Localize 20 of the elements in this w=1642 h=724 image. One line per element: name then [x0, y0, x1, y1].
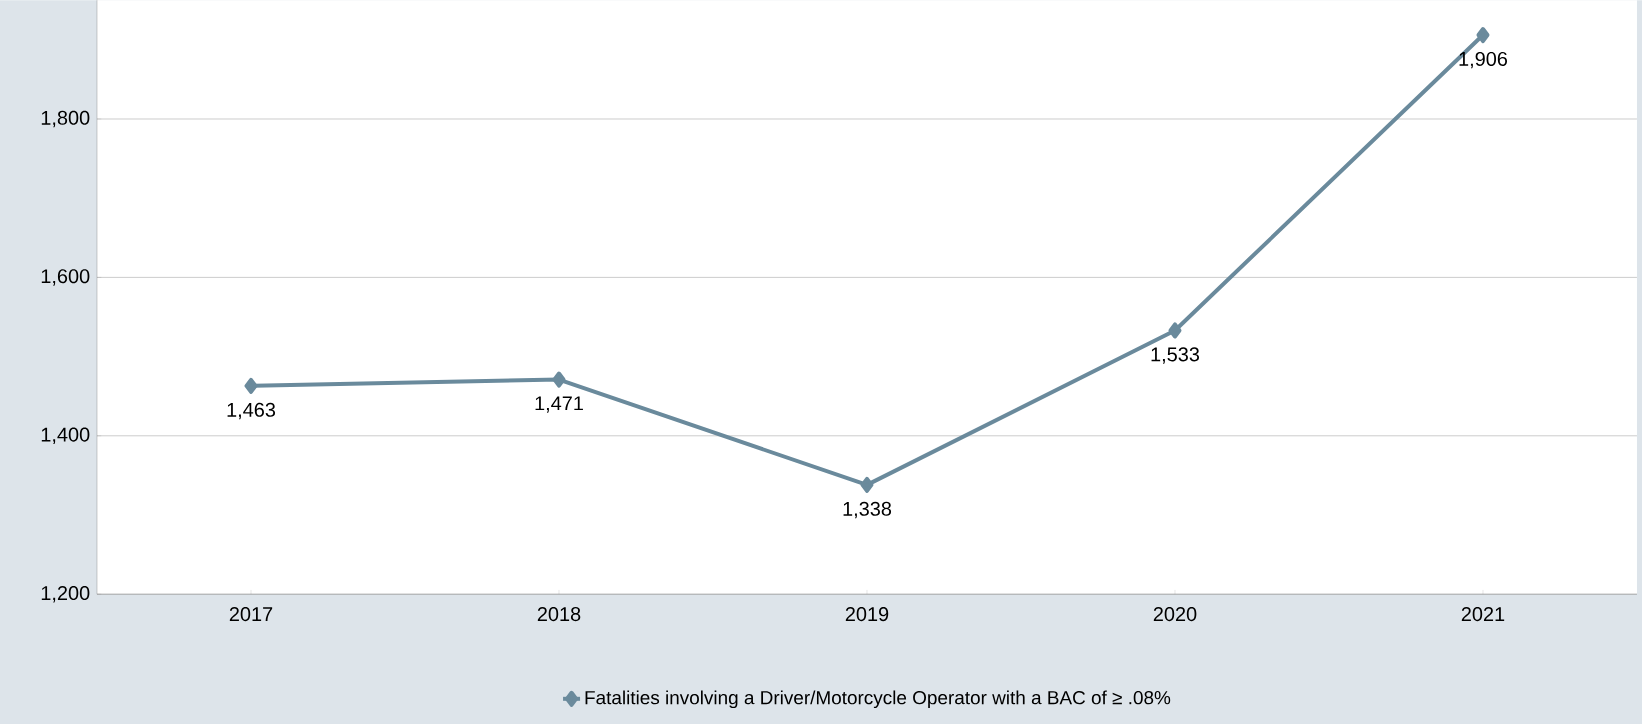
y-tick-label: 1,600 [41, 269, 90, 286]
point [1476, 26, 1490, 43]
point [552, 371, 566, 388]
data-label: 1,471 [535, 396, 583, 413]
x-tick-label: 2021 [1461, 606, 1505, 622]
data-label: 1,533 [1151, 347, 1200, 364]
point [860, 476, 874, 493]
x-tick-label: 2019 [845, 606, 889, 622]
x-tick-label: 2017 [229, 606, 273, 622]
point [244, 377, 258, 394]
data-label: 1,463 [227, 402, 276, 420]
data-label: 1,338 [843, 501, 892, 519]
point [1168, 322, 1182, 339]
data-label: 1,906 [1459, 51, 1508, 69]
legend-label: Fatalities involving a Driver/Motorcycle Operator with a BAC of ≥ .08% [585, 690, 1171, 708]
y-tick-label: 1,800 [41, 110, 90, 128]
y-tick-label: 1,400 [41, 427, 90, 444]
x-tick-label: 2020 [1153, 606, 1197, 622]
y-tick-label: 1,200 [41, 585, 90, 603]
x-tick-label: 2018 [537, 606, 581, 622]
